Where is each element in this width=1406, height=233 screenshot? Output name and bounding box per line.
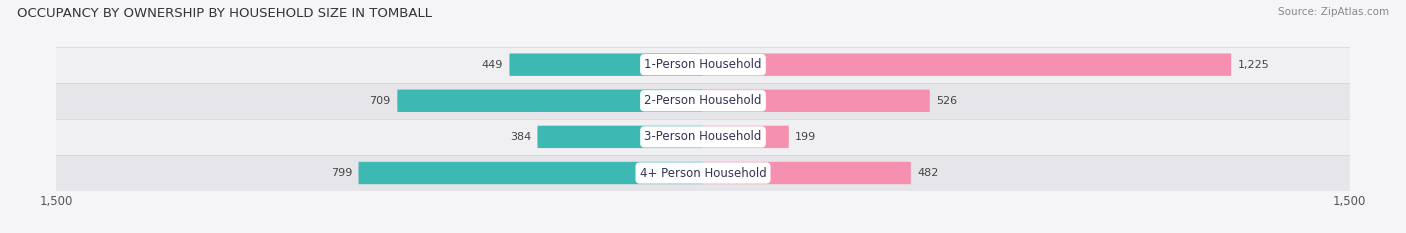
- Text: 526: 526: [936, 96, 957, 106]
- Text: 449: 449: [482, 60, 503, 70]
- Text: 199: 199: [796, 132, 817, 142]
- FancyBboxPatch shape: [703, 89, 929, 112]
- Bar: [56, 47, 1350, 83]
- FancyBboxPatch shape: [537, 126, 703, 148]
- Text: OCCUPANCY BY OWNERSHIP BY HOUSEHOLD SIZE IN TOMBALL: OCCUPANCY BY OWNERSHIP BY HOUSEHOLD SIZE…: [17, 7, 432, 20]
- Text: 384: 384: [510, 132, 531, 142]
- Text: 2-Person Household: 2-Person Household: [644, 94, 762, 107]
- FancyBboxPatch shape: [703, 126, 789, 148]
- FancyBboxPatch shape: [398, 89, 703, 112]
- Bar: [56, 83, 1350, 119]
- Bar: [56, 155, 1350, 191]
- Text: Source: ZipAtlas.com: Source: ZipAtlas.com: [1278, 7, 1389, 17]
- Text: 709: 709: [370, 96, 391, 106]
- Text: 1,225: 1,225: [1237, 60, 1270, 70]
- Text: 1-Person Household: 1-Person Household: [644, 58, 762, 71]
- Text: 799: 799: [330, 168, 352, 178]
- Text: 4+ Person Household: 4+ Person Household: [640, 167, 766, 179]
- Text: 482: 482: [917, 168, 939, 178]
- Text: 3-Person Household: 3-Person Household: [644, 130, 762, 143]
- FancyBboxPatch shape: [509, 53, 703, 76]
- FancyBboxPatch shape: [703, 53, 1232, 76]
- FancyBboxPatch shape: [359, 162, 703, 184]
- Bar: [56, 119, 1350, 155]
- FancyBboxPatch shape: [703, 162, 911, 184]
